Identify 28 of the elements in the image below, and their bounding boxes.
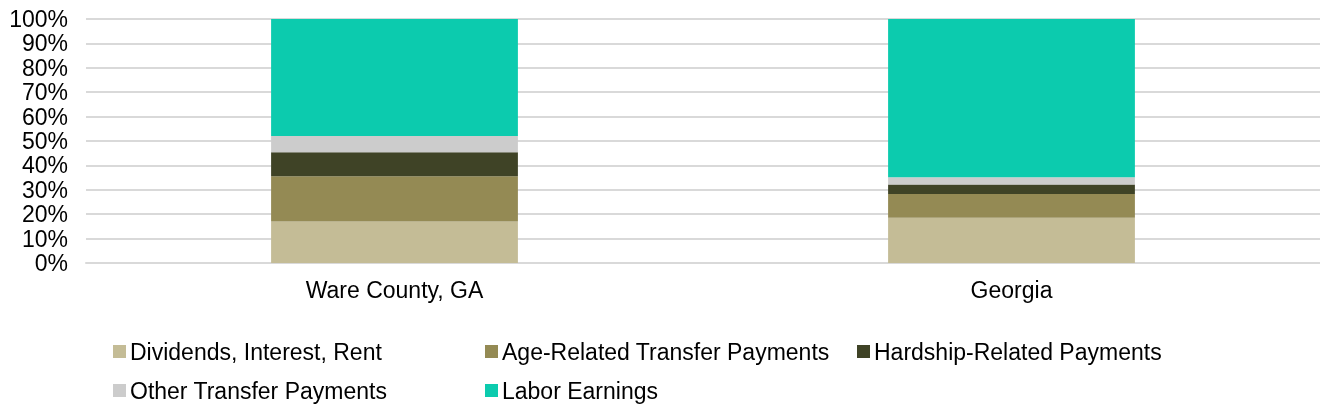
legend-label: Other Transfer Payments — [130, 377, 387, 404]
y-tick-label: 10% — [21, 225, 68, 252]
y-tick-label: 90% — [21, 30, 68, 57]
bar — [271, 152, 518, 177]
x-tick-label: Georgia — [970, 276, 1053, 303]
y-tick-label: 20% — [21, 201, 68, 228]
bar — [888, 177, 1135, 185]
legend-label: Dividends, Interest, Rent — [130, 338, 383, 365]
bar — [888, 19, 1135, 178]
bar — [271, 221, 518, 263]
y-tick-label: 60% — [21, 103, 68, 130]
y-tick-label: 70% — [21, 79, 68, 106]
legend-label: Hardship-Related Payments — [874, 338, 1162, 365]
legend-label: Labor Earnings — [502, 377, 658, 404]
x-tick-label: Ware County, GA — [305, 276, 484, 303]
y-tick-label: 40% — [21, 152, 68, 179]
legend-label: Age-Related Transfer Payments — [502, 338, 830, 365]
y-tick-label: 80% — [21, 54, 68, 81]
bar — [888, 184, 1135, 194]
bar — [271, 135, 518, 153]
y-tick-label: 100% — [9, 6, 68, 32]
y-tick-label: 30% — [21, 176, 68, 203]
y-tick-label: 50% — [21, 128, 68, 154]
bar — [271, 19, 518, 136]
bar — [888, 193, 1135, 218]
bar — [888, 217, 1135, 263]
bar — [271, 176, 518, 222]
y-tick-label: 0% — [34, 250, 68, 276]
